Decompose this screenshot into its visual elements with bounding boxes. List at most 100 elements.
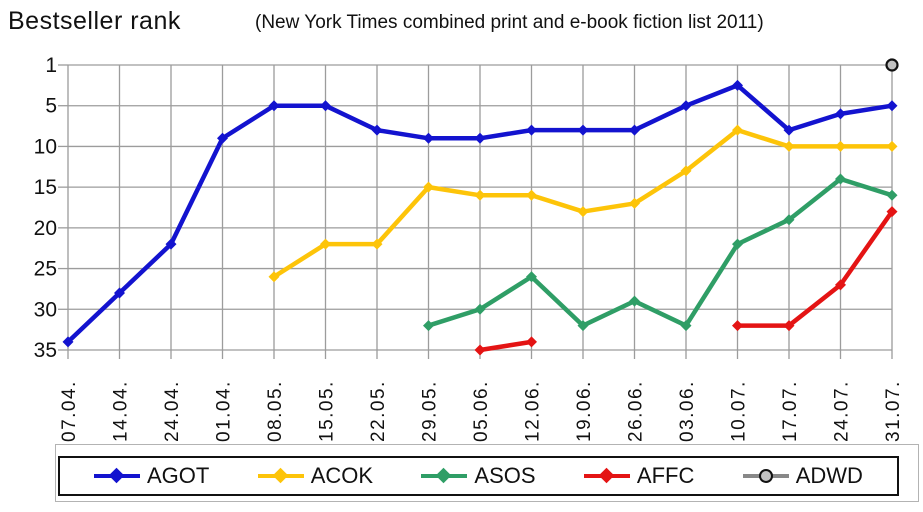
series-line-asos [427,176,893,328]
legend-label-asos: ASOS [474,463,536,488]
data-point-agot [629,124,640,136]
x-tick-label: 07.04. [59,380,80,442]
data-point-affc [526,336,537,348]
data-point-asos [783,214,795,226]
data-point-acok [680,165,692,177]
data-point-agot [268,100,280,112]
x-tick-label: 24.04. [162,380,183,442]
legend-label-agot: AGOT [147,463,210,488]
x-tick-label: 15.05. [317,380,338,442]
legend-item-agot: AGOT [94,463,209,489]
data-point-agot [371,124,383,136]
x-tick-label: 14.04. [111,380,132,442]
data-point-asos [835,173,846,185]
legend-box: AGOT ACOK ASOS AFFC ADWD [58,456,899,496]
legend-item-affc: AFFC [583,463,695,489]
legend-swatch-acok [257,467,304,484]
data-point-acok [268,271,280,283]
legend-swatch-asos [421,467,468,484]
data-point-affc [474,344,486,356]
data-point-affc [835,279,846,291]
data-point-agot [62,336,74,348]
y-tick-label: 25 [34,258,57,281]
legend-label-adwd: ADWD [795,463,863,488]
legend-frame: AGOT ACOK ASOS AFFC ADWD [55,444,919,502]
x-tick-label: 08.05. [265,380,286,442]
legend-diamond-marker-icon [272,467,288,484]
data-point-acok [474,189,486,201]
x-tick-label: 10.07. [729,380,750,442]
data-point-acok [526,189,537,201]
y-tick-label: 35 [34,339,57,362]
data-point-agot [114,287,125,299]
y-tick-label: 30 [34,298,57,321]
x-tick-label: 19.06. [574,380,595,442]
data-point-acok [835,140,846,152]
legend-item-adwd: ADWD [742,463,863,489]
x-tick-label: 26.06. [626,380,647,442]
data-point-agot [423,132,434,144]
chart-subtitle: (New York Times combined print and e-boo… [255,12,764,33]
x-tick-label: 22.05. [368,380,389,442]
data-point-agot [886,100,898,112]
data-point-agot [474,132,486,144]
chart-title: Bestseller rank [8,7,181,35]
data-point-asos [474,303,486,315]
legend-circle-marker-icon [758,469,773,483]
data-point-asos [526,271,537,283]
x-tick-label: 12.06. [523,380,544,442]
x-tick-label: 03.06. [677,380,698,442]
data-point-agot [680,100,692,112]
legend-diamond-marker-icon [108,467,125,484]
data-point-agot [732,79,743,91]
legend-swatch-agot [94,467,140,484]
x-tick-label: 31.07. [883,380,904,442]
data-point-affc [732,320,743,332]
series-line-affc [479,339,532,353]
y-tick-label: 1 [45,54,57,77]
x-tick-label: 01.04. [214,380,235,442]
data-point-acok [423,181,434,193]
x-tick-label: 05.06. [471,380,492,442]
data-point-acok [629,197,640,209]
data-point-asos [680,320,692,332]
data-point-asos [629,295,640,307]
legend-item-acok: ACOK [257,463,374,489]
legend-label-affc: AFFC [636,463,695,488]
x-tick-label: 29.05. [420,380,441,442]
legend-label-acok: ACOK [310,463,374,488]
y-tick-label: 20 [34,217,57,240]
data-point-asos [886,189,898,201]
data-point-agot [835,108,846,120]
data-point-asos [423,320,434,332]
data-point-acok [886,140,898,152]
legend-swatch-affc [583,467,630,484]
data-point-agot [526,124,537,136]
data-point-affc [886,206,898,218]
series-line-affc [737,210,894,328]
y-tick-label: 10 [34,135,57,158]
data-point-acok [732,124,743,136]
data-point-affc [783,320,795,332]
x-tick-label: 17.07. [780,380,801,442]
x-tick-label: 24.07. [832,380,853,442]
data-point-acok [320,238,331,250]
legend-diamond-marker-icon [598,467,615,484]
legend-swatch-adwd [742,469,789,483]
data-point-agot [217,132,228,144]
data-point-agot [577,124,589,136]
data-point-acok [371,238,383,250]
legend-diamond-marker-icon [436,467,452,484]
data-point-acok [783,140,795,152]
y-tick-label: 15 [34,176,57,199]
data-point-agot [165,238,177,250]
data-point-adwd [885,58,899,72]
y-tick-label: 5 [45,95,57,118]
data-point-asos [732,238,743,250]
data-point-agot [320,100,331,112]
legend-item-asos: ASOS [421,463,536,489]
data-point-acok [577,206,589,218]
data-point-asos [577,320,589,332]
